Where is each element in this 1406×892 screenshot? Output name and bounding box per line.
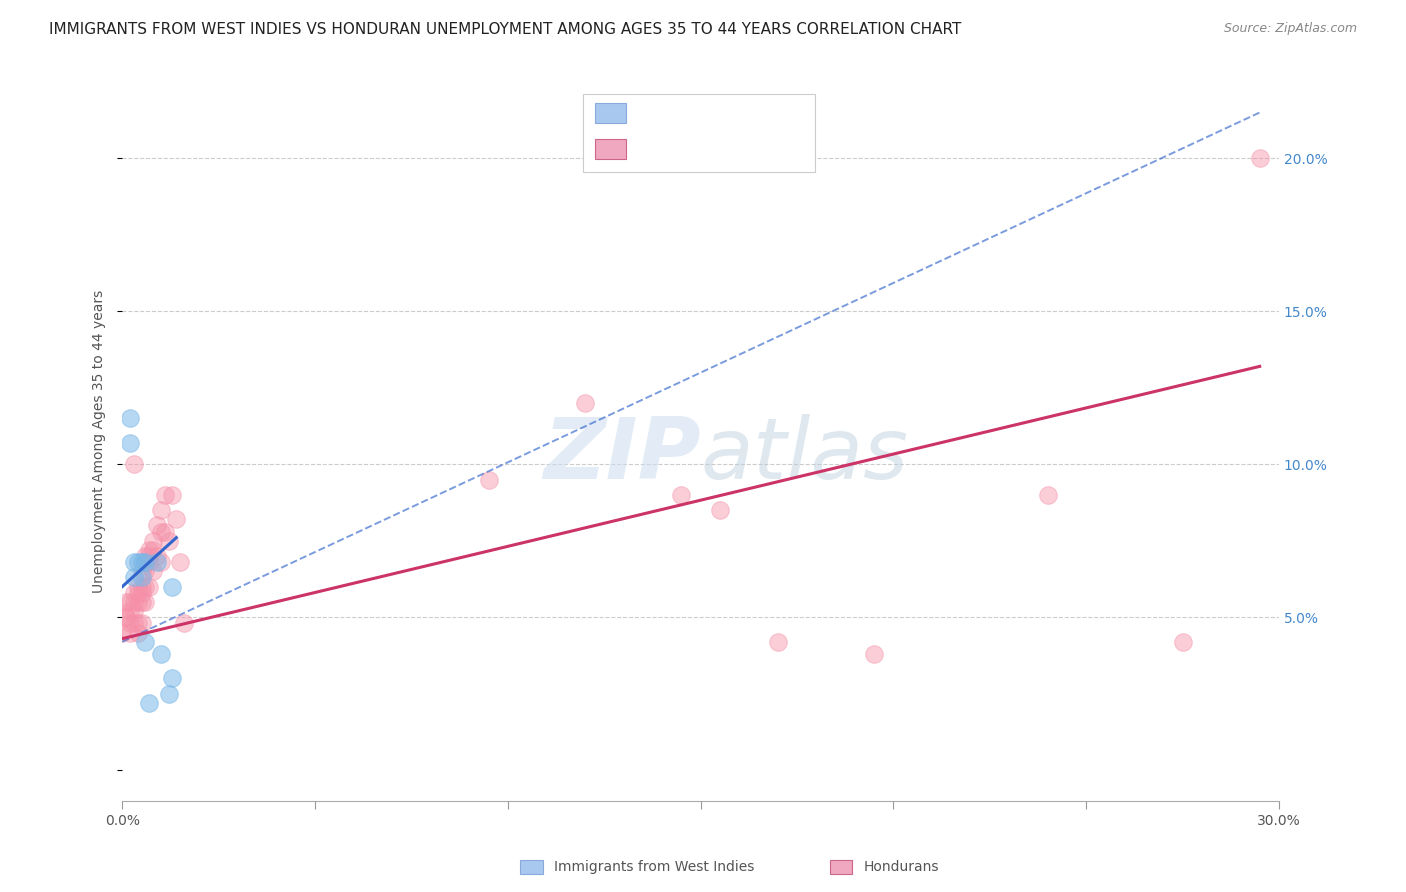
Point	[1249, 152, 1271, 166]
Point	[127, 580, 149, 594]
Text: 0.150: 0.150	[672, 106, 723, 120]
Point	[131, 565, 153, 579]
Text: ZIP: ZIP	[543, 414, 700, 497]
Text: Hondurans: Hondurans	[863, 860, 939, 874]
Point	[131, 595, 153, 609]
Point	[149, 555, 172, 569]
Point	[153, 488, 176, 502]
Point	[122, 555, 145, 569]
Point	[134, 565, 156, 579]
Point	[127, 625, 149, 640]
Text: N =: N =	[733, 106, 769, 120]
Text: Immigrants from West Indies: Immigrants from West Indies	[554, 860, 755, 874]
Point	[118, 625, 141, 640]
Text: 15: 15	[768, 106, 790, 120]
Point	[127, 586, 149, 600]
Point	[118, 604, 141, 618]
Point	[115, 595, 138, 609]
Point	[127, 595, 149, 609]
Point	[134, 555, 156, 569]
Point	[146, 549, 169, 563]
Point	[1171, 634, 1194, 648]
Text: 56: 56	[768, 142, 790, 156]
Point	[146, 518, 169, 533]
Point	[127, 555, 149, 569]
Point	[162, 580, 184, 594]
Point	[122, 570, 145, 584]
Point	[122, 457, 145, 471]
Point	[131, 586, 153, 600]
Point	[162, 488, 184, 502]
Point	[169, 555, 191, 569]
Point	[138, 580, 160, 594]
Point	[478, 473, 501, 487]
Point	[766, 634, 789, 648]
Point	[134, 549, 156, 563]
Point	[134, 634, 156, 648]
Point	[131, 580, 153, 594]
Point	[122, 616, 145, 631]
Point	[134, 555, 156, 569]
Point	[709, 503, 731, 517]
Text: IMMIGRANTS FROM WEST INDIES VS HONDURAN UNEMPLOYMENT AMONG AGES 35 TO 44 YEARS C: IMMIGRANTS FROM WEST INDIES VS HONDURAN …	[49, 22, 962, 37]
Point	[118, 616, 141, 631]
Text: atlas: atlas	[700, 414, 908, 497]
Point	[574, 396, 596, 410]
Point	[118, 411, 141, 425]
Point	[146, 555, 169, 569]
Point	[115, 610, 138, 624]
Point	[134, 595, 156, 609]
Point	[111, 625, 134, 640]
Point	[115, 610, 138, 624]
Point	[671, 488, 693, 502]
Point	[131, 570, 153, 584]
Point	[165, 512, 187, 526]
Point	[138, 542, 160, 557]
Point	[863, 647, 886, 661]
Point	[131, 555, 153, 569]
Y-axis label: Unemployment Among Ages 35 to 44 years: Unemployment Among Ages 35 to 44 years	[93, 290, 107, 593]
Point	[138, 696, 160, 710]
Point	[118, 595, 141, 609]
Point	[142, 533, 165, 548]
Text: R =: R =	[637, 106, 672, 120]
Point	[122, 604, 145, 618]
Text: R =: R =	[637, 142, 672, 156]
Point	[149, 647, 172, 661]
Point	[149, 524, 172, 539]
Point	[134, 580, 156, 594]
Point	[1036, 488, 1059, 502]
Point	[173, 616, 195, 631]
Point	[122, 595, 145, 609]
Point	[122, 586, 145, 600]
Text: 0.510: 0.510	[672, 142, 723, 156]
Point	[157, 687, 180, 701]
Point	[149, 503, 172, 517]
Point	[138, 549, 160, 563]
Point	[118, 435, 141, 450]
Point	[127, 616, 149, 631]
Point	[162, 672, 184, 686]
Point	[142, 565, 165, 579]
Point	[157, 533, 180, 548]
Text: Source: ZipAtlas.com: Source: ZipAtlas.com	[1223, 22, 1357, 36]
Point	[138, 555, 160, 569]
Point	[142, 542, 165, 557]
Point	[131, 616, 153, 631]
Point	[153, 524, 176, 539]
Text: N =: N =	[733, 142, 769, 156]
